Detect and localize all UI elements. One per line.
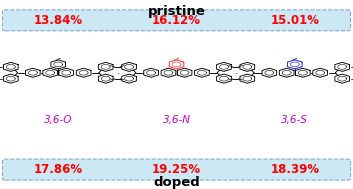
FancyBboxPatch shape [2, 159, 351, 180]
Text: 15.01%: 15.01% [270, 14, 319, 27]
Text: 17.86%: 17.86% [34, 163, 83, 176]
Text: 3,6-S: 3,6-S [281, 115, 308, 125]
FancyBboxPatch shape [2, 10, 351, 31]
Text: doped: doped [153, 176, 200, 189]
Text: 3,6-N: 3,6-N [162, 115, 191, 125]
Text: 16.12%: 16.12% [152, 14, 201, 27]
Text: 13.84%: 13.84% [34, 14, 83, 27]
Text: 3,6-O: 3,6-O [44, 115, 72, 125]
Text: 19.25%: 19.25% [152, 163, 201, 176]
Text: 18.39%: 18.39% [270, 163, 319, 176]
Text: pristine: pristine [148, 5, 205, 18]
